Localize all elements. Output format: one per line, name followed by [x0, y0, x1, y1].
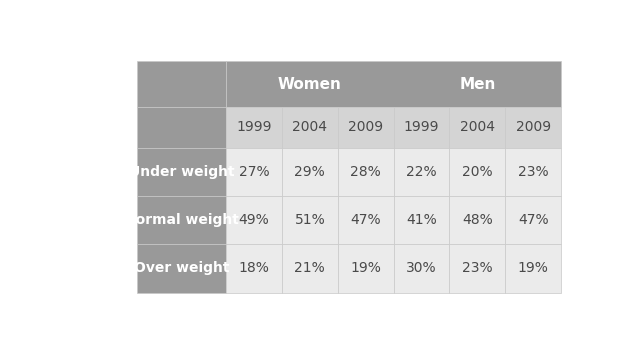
Text: 23%: 23%: [462, 261, 493, 275]
Text: 47%: 47%: [350, 213, 381, 227]
Text: 41%: 41%: [406, 213, 437, 227]
Bar: [137, 148, 226, 196]
Text: 2009: 2009: [516, 120, 551, 134]
Bar: [137, 61, 226, 107]
Bar: [282, 196, 338, 244]
Text: 21%: 21%: [294, 261, 325, 275]
Bar: [338, 196, 394, 244]
Bar: [137, 107, 226, 148]
Bar: [226, 196, 282, 244]
Text: 51%: 51%: [294, 213, 325, 227]
Text: 19%: 19%: [350, 261, 381, 275]
Bar: [506, 148, 561, 196]
Text: 2009: 2009: [348, 120, 383, 134]
Bar: [282, 107, 338, 148]
Bar: [449, 107, 506, 148]
Text: 20%: 20%: [462, 165, 493, 179]
Bar: [137, 244, 226, 293]
Bar: [338, 107, 394, 148]
Text: 30%: 30%: [406, 261, 437, 275]
Bar: [338, 148, 394, 196]
Text: 22%: 22%: [406, 165, 437, 179]
Bar: [282, 148, 338, 196]
Text: Women: Women: [278, 77, 342, 92]
Text: 2004: 2004: [292, 120, 327, 134]
Text: Under weight: Under weight: [129, 165, 234, 179]
Bar: [338, 244, 394, 293]
Bar: [226, 107, 282, 148]
Text: 1999: 1999: [404, 120, 439, 134]
Text: Men: Men: [459, 77, 495, 92]
Text: 19%: 19%: [518, 261, 548, 275]
Text: Over weight: Over weight: [134, 261, 229, 275]
Bar: [394, 196, 449, 244]
Bar: [282, 244, 338, 293]
Text: Normal weight: Normal weight: [124, 213, 239, 227]
Text: 1999: 1999: [236, 120, 272, 134]
Text: 48%: 48%: [462, 213, 493, 227]
Bar: [449, 244, 506, 293]
Bar: [449, 196, 506, 244]
Bar: [506, 196, 561, 244]
Text: 27%: 27%: [239, 165, 269, 179]
Text: 49%: 49%: [239, 213, 269, 227]
Text: 28%: 28%: [350, 165, 381, 179]
Bar: [506, 244, 561, 293]
Bar: [226, 148, 282, 196]
Text: 47%: 47%: [518, 213, 548, 227]
Bar: [226, 61, 561, 107]
Text: 29%: 29%: [294, 165, 325, 179]
Bar: [137, 196, 226, 244]
Text: 18%: 18%: [239, 261, 269, 275]
Text: 2004: 2004: [460, 120, 495, 134]
Bar: [394, 107, 449, 148]
Bar: [226, 244, 282, 293]
Bar: [449, 148, 506, 196]
Bar: [506, 107, 561, 148]
Bar: [394, 244, 449, 293]
Bar: [394, 148, 449, 196]
Text: 23%: 23%: [518, 165, 548, 179]
